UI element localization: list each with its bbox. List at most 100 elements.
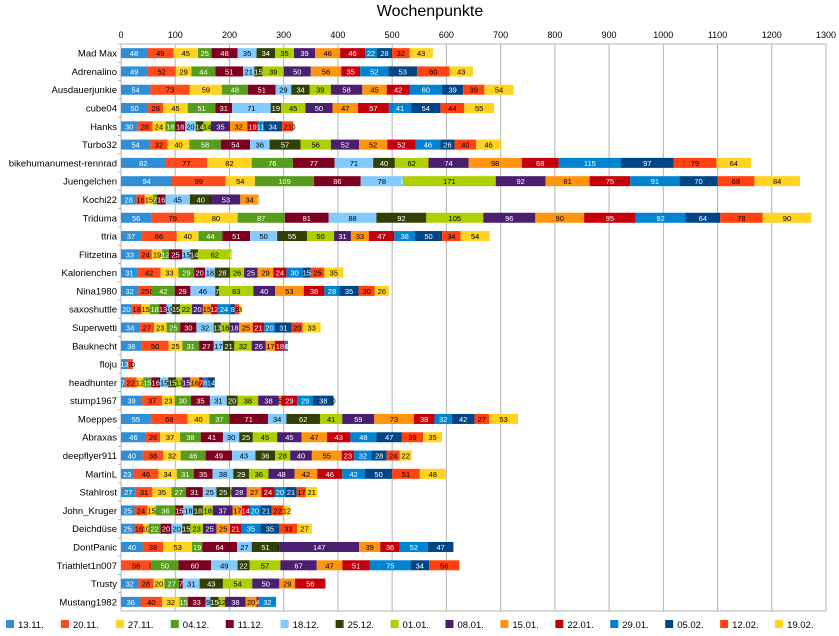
bar-data-label: 27 xyxy=(300,525,308,534)
legend-swatch xyxy=(775,620,784,628)
bar-data-label: 66 xyxy=(155,232,163,241)
bar-segment xyxy=(317,468,343,479)
bar-segment xyxy=(417,66,450,77)
bar-data-label: 62 xyxy=(408,159,416,168)
y-category-label: Hanks xyxy=(90,122,117,133)
bar-segment xyxy=(237,212,285,223)
bar-segment xyxy=(392,48,410,59)
y-category-label: Flitzetina xyxy=(79,250,118,261)
bar-segment xyxy=(121,66,148,77)
bar-data-label: 29 xyxy=(285,397,293,406)
x-tick-label: 200 xyxy=(222,30,237,40)
bar-segment xyxy=(428,157,469,168)
bar-segment xyxy=(303,285,325,296)
bar-segment xyxy=(121,560,152,571)
bar-segment xyxy=(168,249,183,260)
bar-segment xyxy=(251,340,266,351)
bar-segment xyxy=(135,487,153,498)
bar-data-label: 38 xyxy=(149,452,157,461)
bar-data-label: 40 xyxy=(174,141,182,150)
bar-data-label: 27 xyxy=(143,324,151,333)
bar-segment xyxy=(484,84,514,95)
legend-label: 01.01. xyxy=(403,620,429,631)
bar-data-label: 28 xyxy=(328,287,336,296)
bar-data-label: 24 xyxy=(276,269,284,278)
bar-segment xyxy=(179,596,188,607)
bar-segment xyxy=(215,285,220,296)
bar-data-label: 30 xyxy=(184,324,192,333)
bar-data-label: 115 xyxy=(584,159,596,168)
bar-data-label: 10 xyxy=(165,305,173,314)
bar-segment xyxy=(222,578,253,589)
bar-segment xyxy=(121,523,135,534)
bar-segment xyxy=(275,450,291,461)
bar-segment xyxy=(162,249,169,260)
bar-data-label: 71 xyxy=(350,159,358,168)
bar-data-label: 24 xyxy=(389,452,397,461)
bar-segment xyxy=(168,340,183,351)
bar-data-label: 39 xyxy=(300,49,308,58)
bar-data-label: 21 xyxy=(262,506,270,515)
bar-data-label: 52 xyxy=(410,543,418,552)
bar-data-label: 32 xyxy=(235,122,243,131)
bar-segment xyxy=(279,578,296,589)
bar-segment xyxy=(275,84,292,95)
bar-segment xyxy=(673,157,717,168)
bar-data-label: 28 xyxy=(124,195,132,204)
x-axis: 0 100 200 300 400 500 600 700 800 900 1000 1100 1200… xyxy=(118,30,836,40)
bar-segment xyxy=(394,157,429,168)
bar-segment xyxy=(190,285,216,296)
bar-data-label: 11 xyxy=(175,378,183,387)
bar-data-label: 33 xyxy=(307,324,315,333)
bar-segment xyxy=(403,176,496,187)
bar-data-label: 46 xyxy=(199,287,207,296)
bar-segment xyxy=(300,139,331,150)
bar-segment xyxy=(222,432,240,443)
bar-data-label: 43 xyxy=(240,452,248,461)
bar-data-label: 91 xyxy=(651,177,659,186)
bar-segment xyxy=(121,395,143,406)
bar-data-label: 51 xyxy=(197,104,205,113)
bar-data-label: 21 xyxy=(245,67,253,76)
bar-data-label: 25 xyxy=(219,525,227,534)
bar-segment xyxy=(121,157,166,168)
legend-label: 13.11. xyxy=(18,620,44,631)
bar-segment xyxy=(137,267,161,278)
bar-data-label: 42 xyxy=(145,269,153,278)
bar-data-label: 32 xyxy=(239,342,247,351)
bar-data-label: 42 xyxy=(302,470,310,479)
bar-segment xyxy=(189,139,221,150)
bar-segment xyxy=(160,267,179,278)
bar-data-label: 27 xyxy=(124,488,132,497)
bar-segment xyxy=(460,231,490,242)
bar-data-label: 34 xyxy=(163,470,171,479)
x-tick-label: 1100 xyxy=(708,30,727,40)
bar-segment xyxy=(216,487,231,498)
bar-data-label: 15 xyxy=(203,305,211,314)
bar-segment xyxy=(230,487,232,498)
bar-segment xyxy=(189,84,222,95)
bar-data-label: 64 xyxy=(699,214,707,223)
bar-segment xyxy=(392,468,420,479)
bar-data-label: 31 xyxy=(181,470,189,479)
bar-data-label: 23 xyxy=(192,525,200,534)
bar-segment xyxy=(409,84,443,95)
bar-data-label: 38 xyxy=(310,287,318,296)
bar-segment xyxy=(341,450,355,461)
y-category-label: cube04 xyxy=(86,104,117,115)
bar-data-label: 37 xyxy=(148,397,156,406)
bar-data-label: 92 xyxy=(397,214,405,223)
bar-data-label: 87 xyxy=(257,214,265,223)
bar-data-label: 0 xyxy=(331,397,335,406)
bar-data-label: 35 xyxy=(196,397,204,406)
bar-segment xyxy=(121,377,125,388)
bar-segment xyxy=(175,66,192,77)
bar-segment xyxy=(217,304,231,315)
bar-data-label: 8 xyxy=(203,378,207,387)
bar-segment xyxy=(180,450,206,461)
bar-data-label: 14 xyxy=(195,122,203,131)
x-tick-label: 600 xyxy=(439,30,454,40)
bar-segment xyxy=(268,468,295,479)
bar-data-label: 18 xyxy=(206,269,214,278)
bar-segment xyxy=(243,66,255,77)
